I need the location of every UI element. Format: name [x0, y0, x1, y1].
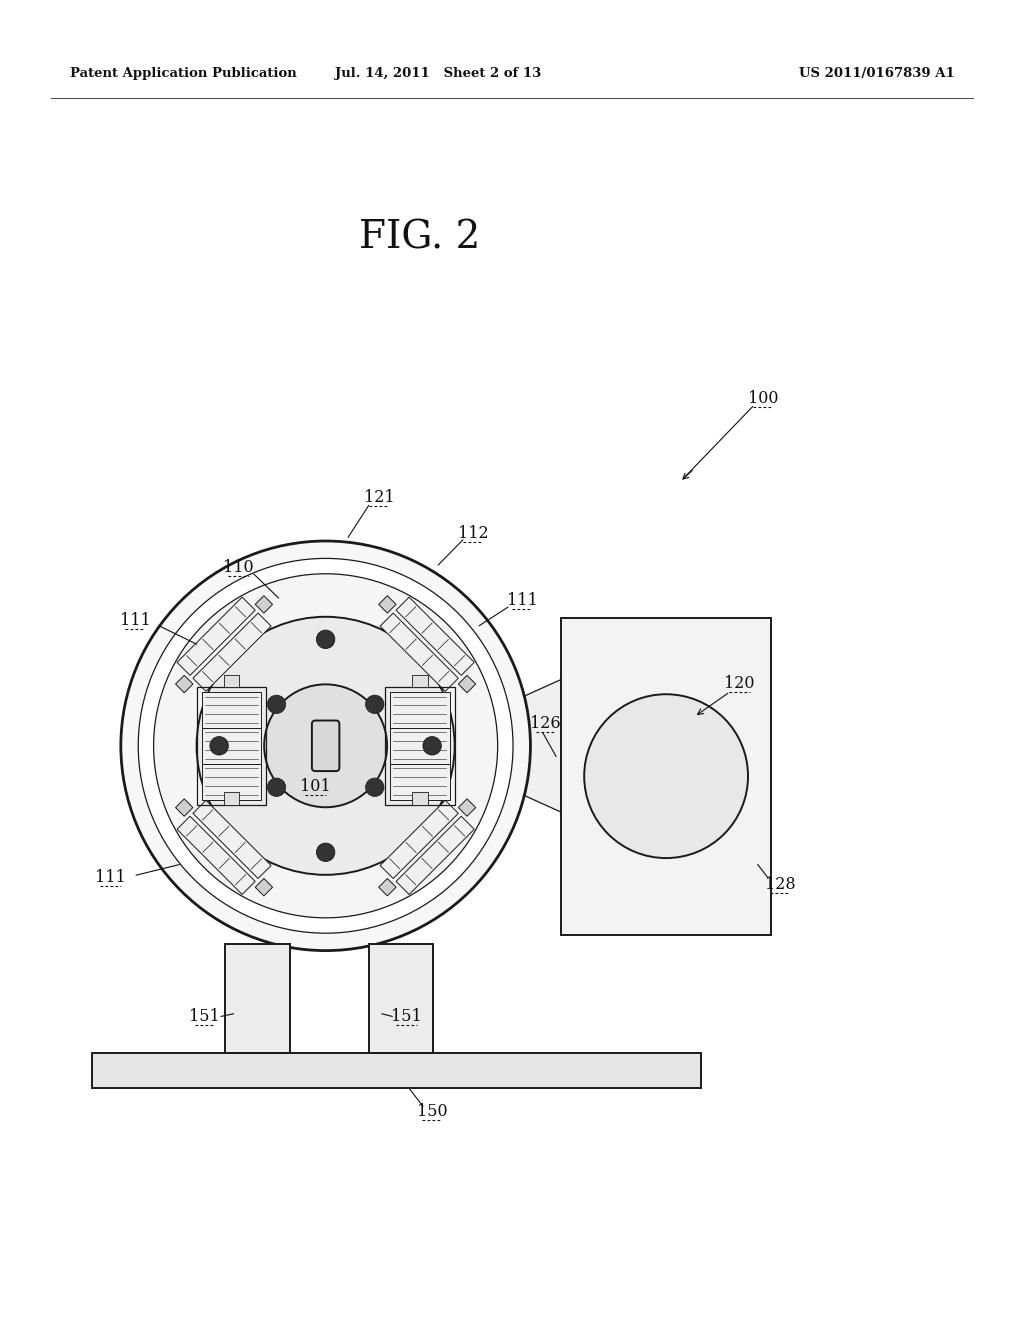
Bar: [225, 944, 290, 1053]
Circle shape: [154, 574, 498, 917]
Text: 112: 112: [458, 525, 488, 541]
Circle shape: [197, 616, 455, 875]
Bar: [202, 692, 261, 727]
Text: Jul. 14, 2011   Sheet 2 of 13: Jul. 14, 2011 Sheet 2 of 13: [335, 67, 542, 81]
Polygon shape: [175, 676, 193, 693]
Text: 110: 110: [223, 560, 254, 576]
Circle shape: [267, 696, 286, 714]
Circle shape: [267, 777, 286, 796]
Text: FIG. 2: FIG. 2: [359, 219, 480, 256]
Polygon shape: [459, 676, 476, 693]
Text: 111: 111: [507, 593, 538, 609]
Text: 111: 111: [95, 870, 126, 886]
Circle shape: [264, 684, 387, 808]
Circle shape: [121, 541, 530, 950]
Text: 101: 101: [300, 779, 331, 795]
Circle shape: [585, 694, 748, 858]
Bar: [223, 675, 239, 686]
FancyBboxPatch shape: [312, 721, 339, 771]
Polygon shape: [175, 799, 193, 816]
Text: 120: 120: [724, 676, 755, 692]
Text: 121: 121: [364, 490, 394, 506]
Text: 128: 128: [765, 876, 796, 892]
Polygon shape: [177, 597, 255, 676]
Circle shape: [366, 777, 384, 796]
Text: 151: 151: [391, 1008, 422, 1024]
Text: 100: 100: [748, 391, 778, 407]
Text: 111: 111: [120, 612, 151, 628]
Bar: [390, 727, 450, 764]
Bar: [385, 686, 455, 805]
Circle shape: [138, 558, 513, 933]
Polygon shape: [396, 597, 474, 676]
Bar: [561, 618, 771, 935]
Circle shape: [210, 737, 228, 755]
Text: 150: 150: [417, 1104, 447, 1119]
Polygon shape: [193, 612, 271, 692]
Bar: [202, 764, 261, 800]
Bar: [223, 792, 239, 805]
Polygon shape: [379, 595, 396, 612]
Polygon shape: [255, 879, 272, 896]
Circle shape: [316, 843, 335, 862]
Bar: [369, 944, 433, 1053]
Polygon shape: [255, 595, 272, 612]
Polygon shape: [525, 677, 566, 814]
Polygon shape: [379, 879, 396, 896]
Polygon shape: [380, 612, 459, 692]
Text: 126: 126: [530, 715, 561, 731]
Polygon shape: [177, 816, 255, 895]
Circle shape: [423, 737, 441, 755]
Text: 151: 151: [189, 1008, 220, 1024]
Bar: [412, 675, 428, 686]
Polygon shape: [193, 800, 271, 879]
Bar: [92, 1053, 701, 1088]
Polygon shape: [380, 800, 459, 879]
Text: Patent Application Publication: Patent Application Publication: [70, 67, 296, 81]
Bar: [390, 764, 450, 800]
Bar: [197, 686, 266, 805]
Circle shape: [316, 630, 335, 648]
Bar: [412, 792, 428, 805]
Text: US 2011/0167839 A1: US 2011/0167839 A1: [799, 67, 954, 81]
Bar: [202, 727, 261, 764]
Bar: [390, 692, 450, 727]
Polygon shape: [459, 799, 476, 816]
Polygon shape: [396, 816, 474, 895]
Circle shape: [366, 696, 384, 714]
